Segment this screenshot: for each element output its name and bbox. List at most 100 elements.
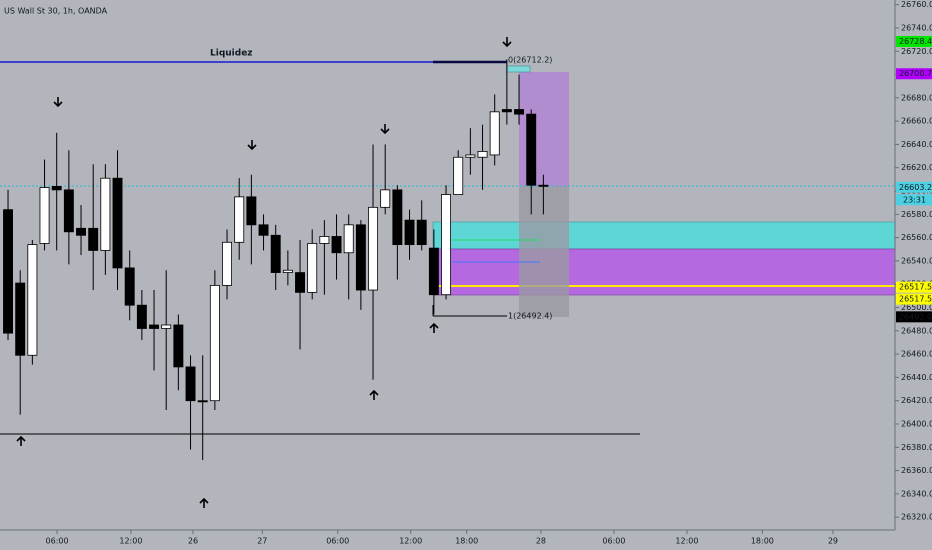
candle-body	[209, 284, 220, 402]
price-label-bg	[896, 181, 932, 193]
x-tick-label: 06:00	[46, 537, 69, 546]
candle-body	[124, 267, 135, 306]
candle-body	[319, 236, 330, 244]
x-tick-label: 12:00	[675, 537, 698, 546]
y-tick-label: 26620.0	[901, 163, 932, 172]
y-tick-label: 26360.0	[901, 466, 932, 475]
candle-body	[3, 209, 13, 334]
candle-body	[404, 219, 415, 246]
y-tick-label: 26680.0	[901, 93, 932, 102]
candle-body	[39, 187, 50, 244]
candle-body	[197, 400, 208, 403]
candle-body	[368, 206, 379, 291]
candle-body	[453, 156, 464, 195]
candle-body	[441, 194, 452, 296]
candle-body	[380, 189, 391, 208]
y-tick-label: 26580.0	[901, 210, 932, 219]
x-tick-label: 18:00	[455, 537, 478, 546]
candle-body	[222, 241, 232, 286]
x-tick-label: 12:00	[399, 537, 422, 546]
box-grey	[519, 186, 569, 317]
arrow-down	[380, 124, 390, 135]
candle-body	[270, 234, 281, 273]
arrow-down	[247, 140, 257, 151]
y-tick-label: 26640.0	[901, 140, 932, 149]
candle-body	[355, 224, 366, 291]
arrow-down	[53, 97, 63, 108]
arrow-down	[502, 37, 512, 48]
box-small	[506, 65, 531, 73]
candle-body	[149, 324, 159, 329]
y-tick-label: 26660.0	[901, 117, 932, 126]
candle-body	[428, 247, 439, 296]
candle-body	[246, 196, 257, 226]
candle-body	[343, 224, 354, 254]
y-tick-label: 26560.0	[901, 233, 932, 242]
arrow-up	[429, 322, 439, 333]
y-tick-label: 26440.0	[901, 373, 932, 382]
x-tick-label: 12:00	[119, 537, 142, 546]
zone-purple	[432, 248, 896, 296]
y-tick-label: 26540.0	[901, 256, 932, 265]
price-label-bg	[896, 68, 932, 80]
candle-body	[88, 227, 99, 251]
y-tick-label: 26740.0	[901, 23, 932, 32]
liquidity-label: Liquidez	[210, 49, 253, 59]
arrow-up	[199, 497, 209, 508]
x-tick-label: 18:00	[751, 537, 774, 546]
x-tick-label: 26	[188, 537, 198, 546]
candle-body	[489, 111, 500, 156]
candle-body	[331, 236, 342, 254]
candle-body	[295, 272, 305, 293]
candle-body	[258, 224, 269, 236]
candle-body	[501, 109, 512, 113]
arrow-up	[16, 435, 26, 446]
fib-high-label: 0(26712.2)	[508, 56, 552, 65]
candle-body	[27, 244, 38, 356]
candle-body	[416, 219, 427, 246]
candle-body	[173, 324, 184, 368]
price-label-bg	[896, 293, 932, 305]
y-tick-label: 26760.0	[901, 0, 932, 9]
candle-body	[514, 109, 525, 115]
candle-body	[234, 196, 245, 243]
candle-body	[15, 282, 26, 356]
candles	[3, 59, 549, 461]
x-tick-label: 27	[257, 537, 267, 546]
candle-body	[76, 227, 86, 236]
price-label-bg	[896, 35, 932, 47]
x-tick-label: 28	[536, 537, 546, 546]
candle-body	[112, 177, 123, 269]
candle-body	[465, 154, 476, 158]
x-tick-label: 29	[828, 537, 838, 546]
candle-body	[63, 189, 74, 233]
candle-body	[307, 243, 318, 293]
candle-body	[282, 269, 293, 273]
y-tick-label: 26420.0	[901, 396, 932, 405]
y-tick-label: 26340.0	[901, 489, 932, 498]
y-tick-label: 26460.0	[901, 350, 932, 359]
price-label: 26728.4	[899, 37, 932, 46]
price-label: 26517.5	[899, 295, 932, 304]
x-tick-label: 06:00	[602, 537, 625, 546]
countdown-bg	[896, 194, 932, 206]
candle-body	[392, 189, 403, 246]
candle-body	[161, 324, 172, 329]
zone-cyan	[432, 221, 896, 250]
y-tick-label: 26480.0	[901, 326, 932, 335]
y-tick-label: 26720.0	[901, 47, 932, 56]
symbol-title: US Wall St 30, 1h, OANDA	[4, 7, 108, 16]
y-tick-label: 26500.0	[901, 303, 932, 312]
y-tick-label: 26400.0	[901, 420, 932, 429]
candle-body	[477, 151, 488, 158]
fib-low-label: 1(26492.4)	[508, 312, 552, 321]
candle-body	[100, 177, 111, 251]
countdown: 23:31	[903, 195, 926, 204]
arrows	[16, 37, 512, 508]
price-label: 26700.7	[899, 69, 932, 78]
y-tick-label: 26380.0	[901, 443, 932, 452]
price-label-bg	[896, 281, 932, 293]
price-label: 26603.2	[899, 183, 932, 192]
candle-body	[185, 366, 196, 402]
